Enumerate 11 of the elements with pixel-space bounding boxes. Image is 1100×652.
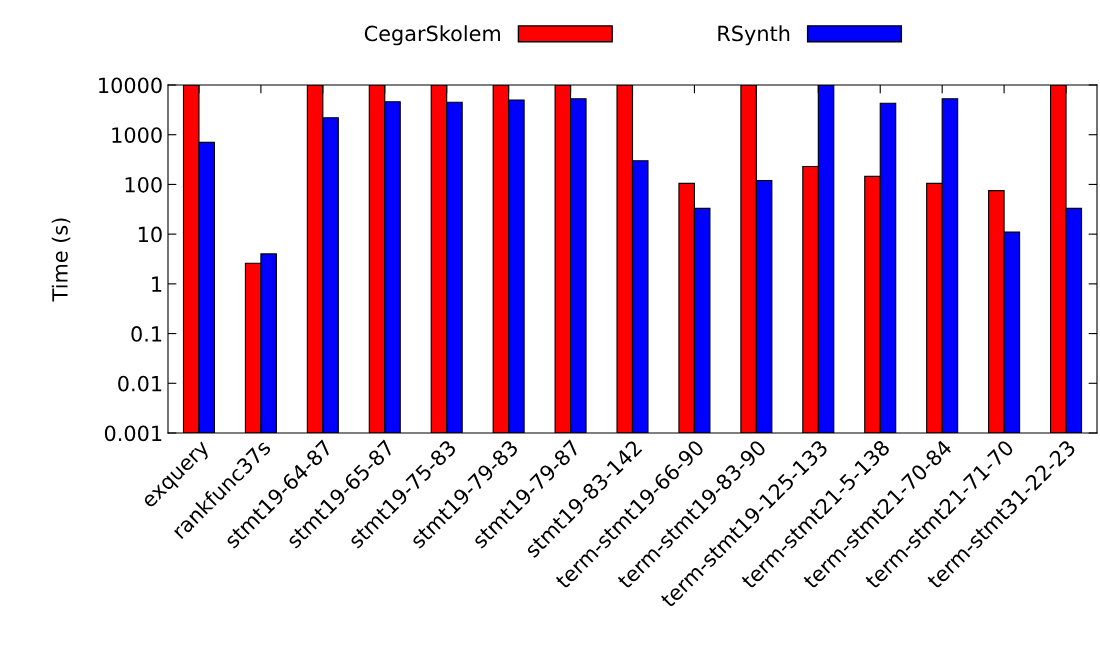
y-tick-label: 0.01 [118, 375, 162, 392]
y-axis-title: Time (s) [51, 218, 71, 302]
y-tick-label: 10 [138, 226, 162, 243]
y-tick-label: 100 [125, 176, 162, 193]
y-tick-label: 0.1 [131, 326, 162, 342]
legend-label: RSynth [718, 25, 790, 46]
legend-label: CegarSkolem [364, 25, 500, 46]
y-tick-label: 10000 [99, 77, 162, 94]
y-tick-label: 1000 [112, 127, 162, 143]
y-tick-label: 0.001 [104, 425, 162, 442]
y-tick-label: 1 [152, 276, 162, 292]
